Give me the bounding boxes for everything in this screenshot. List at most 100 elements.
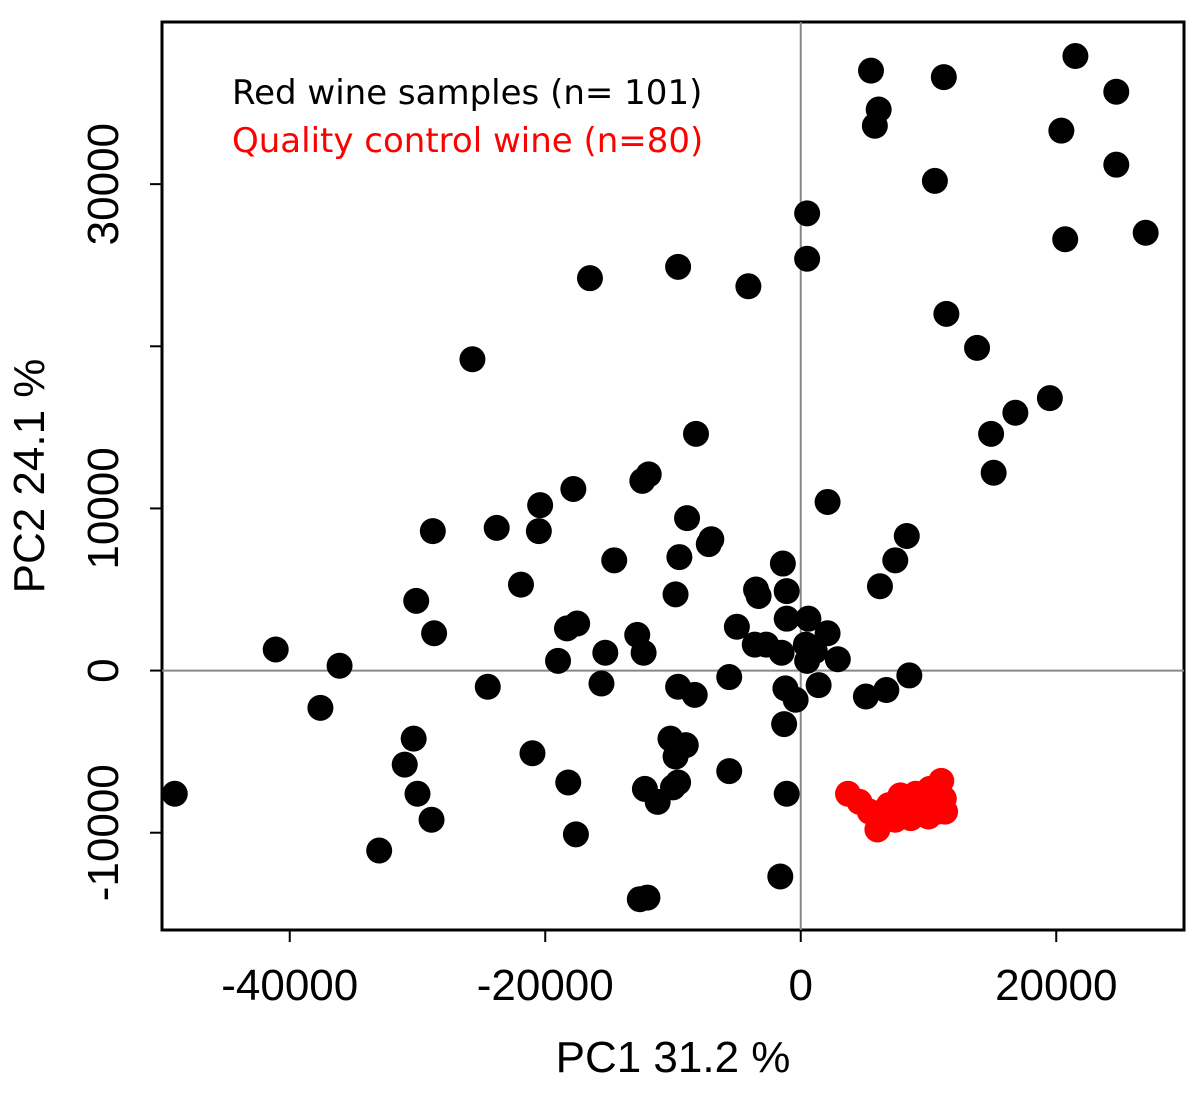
red-wine-sample-point [794,200,821,227]
red-wine-sample-point [1103,78,1130,105]
red-wine-sample-point [795,605,822,632]
data-points [161,43,1159,913]
red-wine-sample-point [483,514,510,541]
y-tick-label: 10000 [79,447,128,569]
red-wine-sample-point [695,531,722,558]
red-wine-sample-point [882,547,909,574]
red-wine-sample-point [824,646,851,673]
legend-entry-red-wine: Red wine samples (n= 101) [232,73,702,113]
red-wine-sample-point [262,636,289,663]
red-wine-sample-point [716,758,743,785]
red-wine-sample-point [858,57,885,84]
y-tick-label: 30000 [79,123,128,245]
red-wine-sample-point [745,582,772,609]
red-wine-sample-point [782,686,809,713]
red-wine-sample-point [735,273,762,300]
red-wine-sample-point [525,518,552,545]
legend-entry-quality-control: Quality control wine (n=80) [232,121,703,161]
red-wine-sample-point [562,821,589,848]
red-wine-sample-point [814,488,841,515]
red-wine-sample-point [630,639,657,666]
red-wine-sample-point [307,694,334,721]
red-wine-sample-point [576,265,603,292]
y-tick-label: -10000 [79,764,128,901]
red-wine-sample-point [326,652,353,679]
red-wine-sample-point [662,581,689,608]
red-wine-sample-point [805,672,832,699]
red-wine-sample-point [769,550,796,577]
red-wine-sample-point [921,167,948,194]
red-wine-sample-point [366,837,393,864]
red-wine-sample-point [545,647,572,674]
red-wine-sample-point [404,780,431,807]
red-wine-sample-point [964,334,991,361]
quality-control-point [915,803,942,830]
plot-frame [160,20,1186,932]
red-wine-sample-point [400,725,427,752]
red-wine-sample-point [723,613,750,640]
red-wine-sample-point [980,459,1007,486]
red-wine-sample-point [419,518,446,545]
red-wine-sample-point [1052,226,1079,253]
red-wine-sample-point [555,769,582,796]
red-wine-sample-point [852,683,879,710]
red-wine-sample-point [771,711,798,738]
red-wine-sample-point [634,884,661,911]
red-wine-sample-point [1132,219,1159,246]
quality-control-point [900,787,927,814]
red-wine-sample-point [459,346,486,373]
red-wine-sample-point [519,740,546,767]
red-wine-sample-point [421,620,448,647]
red-wine-sample-point [629,467,656,494]
red-wine-sample-point [873,677,900,704]
red-wine-sample-point [674,505,701,532]
red-wine-sample-point [588,670,615,697]
red-wine-sample-point [474,673,501,700]
red-wine-sample-point [666,544,693,571]
red-wine-sample-point [978,420,1005,447]
x-tick-label: 0 [789,961,813,1010]
red-wine-sample-point [861,112,888,139]
red-wine-sample-point [933,300,960,327]
x-tick-label: 20000 [995,961,1117,1010]
red-wine-sample-point [560,475,587,502]
red-wine-sample-point [418,806,445,833]
red-wine-sample-point [553,615,580,642]
red-wine-sample-point [507,571,534,598]
red-wine-sample-point [644,788,671,815]
red-wine-sample-point [665,253,692,280]
y-axis-title: PC2 24.1 % [5,359,54,594]
x-axis-title: PC1 31.2 % [556,1033,791,1082]
quality-control-point [878,800,905,827]
red-wine-sample-point [866,573,893,600]
red-wine-sample-point [662,743,689,770]
red-wine-sample-point [391,751,418,778]
red-wine-sample-point [773,605,800,632]
red-wine-sample-point [1062,43,1089,70]
red-wine-sample-point [682,420,709,447]
red-wine-sample-point [665,769,692,796]
red-wine-sample-point [794,245,821,272]
red-wine-sample-point [161,780,188,807]
red-wine-sample-point [896,662,923,689]
red-wine-sample-point [773,578,800,605]
red-wine-sample-point [773,780,800,807]
red-wine-sample-point [767,863,794,890]
x-tick-label: -20000 [477,961,614,1010]
red-wine-sample-point [592,639,619,666]
red-wine-sample-point [794,647,821,674]
red-wine-sample-point [893,522,920,549]
red-wine-sample-point [1103,151,1130,178]
x-axis: -40000 -20000 0 20000 [221,930,1117,1010]
red-wine-sample-point [527,492,554,519]
red-wine-sample-point [1036,385,1063,412]
red-wine-sample-point [681,681,708,708]
y-axis: -10000 0 10000 30000 [79,123,162,901]
quality-control-point [928,767,955,794]
red-wine-sample-point [1002,399,1029,426]
red-wine-sample-point [930,64,957,91]
red-wine-sample-point [768,639,795,666]
red-wine-sample-point [716,664,743,691]
y-tick-label: 0 [79,658,128,682]
